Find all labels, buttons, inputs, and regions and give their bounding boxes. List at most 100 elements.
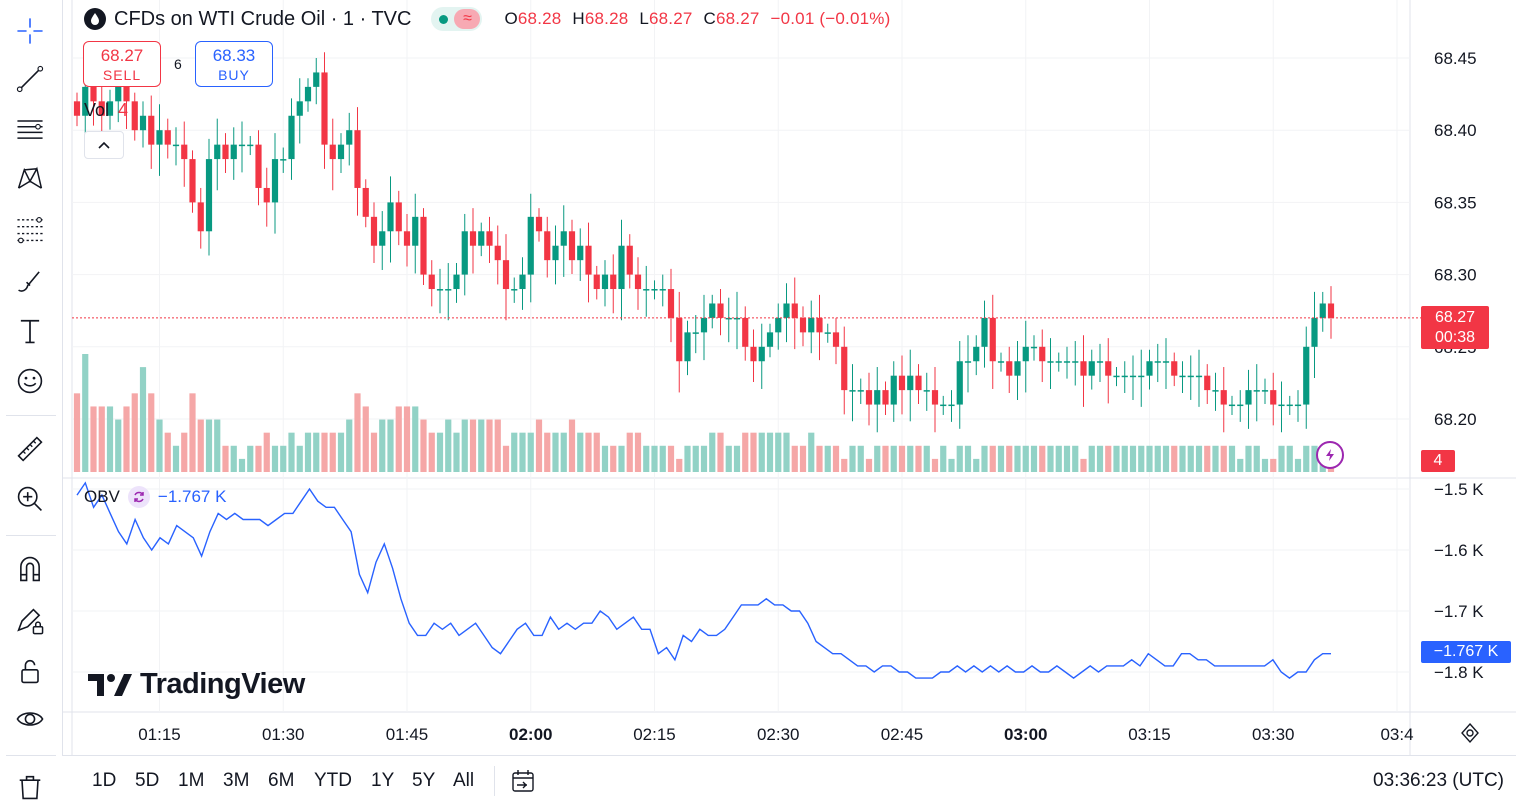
volume-bar: [799, 445, 807, 472]
obv-legend[interactable]: OBV −1.767 K: [84, 486, 226, 508]
candle-body: [964, 361, 972, 363]
price-tick-label: 68.20: [1434, 410, 1477, 429]
zoom-in-icon[interactable]: [11, 480, 49, 518]
emoji-icon[interactable]: [11, 362, 49, 400]
range-5y[interactable]: 5Y: [412, 770, 436, 791]
brush-icon[interactable]: [11, 262, 49, 300]
trash-icon[interactable]: [11, 768, 49, 806]
toolbar-divider: [6, 535, 56, 536]
magnet-icon[interactable]: [11, 550, 49, 588]
volume-legend[interactable]: Vol 4: [84, 100, 128, 121]
utc-clock[interactable]: 03:36:23 (UTC): [1373, 770, 1504, 791]
open-key: O: [504, 9, 518, 28]
candle-body: [304, 86, 312, 102]
volume-bar: [577, 432, 584, 472]
candle-body: [1006, 361, 1013, 376]
range-1d[interactable]: 1D: [92, 770, 117, 791]
candle-body: [1171, 361, 1178, 376]
volume-bar: [610, 445, 617, 472]
date-range-icon[interactable]: [508, 766, 538, 801]
range-1m[interactable]: 1M: [178, 770, 205, 791]
candle-body: [428, 274, 435, 290]
fib-icon[interactable]: [11, 210, 49, 248]
candle-body: [841, 346, 848, 391]
volume-bar: [1261, 458, 1269, 472]
horizontal-lines-icon[interactable]: [11, 110, 49, 148]
market-status[interactable]: ≈: [431, 7, 483, 31]
candle-body: [907, 375, 914, 391]
volume-bar: [527, 432, 534, 472]
candle-body: [1146, 361, 1153, 376]
ruler-icon[interactable]: [11, 430, 49, 468]
range-1y[interactable]: 1Y: [371, 770, 395, 791]
candle-body: [725, 317, 732, 320]
candle-body: [527, 216, 534, 275]
candle-body: [370, 216, 378, 246]
volume-bar: [354, 393, 361, 472]
delayed-data-icon: ≈: [454, 9, 481, 29]
chevron-up-icon: [98, 141, 110, 149]
candle-body: [808, 317, 815, 333]
volume-bar: [469, 419, 477, 472]
candle-body: [1303, 346, 1310, 405]
volume-bar: [634, 432, 642, 472]
volume-bar: [791, 445, 798, 472]
volume-bar: [230, 445, 237, 472]
tradingview-logo-icon: [88, 673, 132, 696]
volume-bar: [1253, 445, 1260, 472]
candle-body: [329, 144, 336, 160]
time-tick-label: 01:45: [386, 725, 429, 744]
candle-body: [197, 202, 204, 232]
candle-body: [676, 317, 683, 362]
settings-icon[interactable]: [1458, 721, 1482, 745]
lightning-icon[interactable]: [1316, 441, 1344, 469]
volume-bar: [692, 445, 699, 472]
trend-line-icon[interactable]: [11, 60, 49, 98]
candle-body: [643, 289, 650, 291]
volume-bar: [643, 445, 650, 472]
lock-drawing-icon[interactable]: [11, 602, 49, 640]
volume-bar: [1096, 445, 1104, 472]
range-5d[interactable]: 5D: [135, 770, 160, 791]
candle-body: [478, 231, 485, 246]
volume-bar: [106, 406, 114, 472]
range-3m[interactable]: 3M: [223, 770, 250, 791]
volume-bar: [1063, 445, 1071, 472]
candle-body: [948, 404, 955, 407]
range-6m[interactable]: 6M: [268, 770, 295, 791]
buy-button[interactable]: 68.33 BUY: [195, 41, 273, 87]
volume-bar: [651, 445, 658, 472]
volume-bar: [1278, 445, 1285, 472]
candle-body: [1187, 375, 1194, 378]
candle-body: [131, 101, 138, 131]
refresh-icon[interactable]: [127, 486, 150, 508]
eye-icon[interactable]: [11, 700, 49, 738]
volume-bar: [1195, 445, 1203, 472]
pattern-icon[interactable]: [11, 160, 49, 198]
symbol-title[interactable]: CFDs on WTI Crude Oil · 1 · TVC: [114, 7, 412, 30]
volume-bar: [321, 432, 328, 472]
range-all[interactable]: All: [453, 770, 475, 791]
candle-body: [742, 317, 749, 347]
lock-icon[interactable]: [11, 652, 49, 690]
change-value: −0.01 (−0.01%): [770, 9, 891, 28]
candle-body: [296, 101, 303, 116]
volume-bar: [948, 458, 955, 472]
candle-body: [758, 346, 765, 362]
chart-header: CFDs on WTI Crude Oil · 1 · TVC ≈ O68.28…: [84, 6, 890, 32]
volume-bar: [1204, 445, 1211, 472]
candle-body: [659, 289, 666, 291]
volume-bar: [1228, 445, 1236, 472]
volume-bar: [123, 406, 130, 472]
collapse-legend-button[interactable]: [84, 131, 124, 159]
candle-body: [1014, 361, 1021, 376]
candle-body: [362, 187, 369, 217]
time-tick-label: 01:30: [262, 725, 305, 744]
crosshair-icon[interactable]: [11, 12, 49, 50]
candle-body: [82, 86, 89, 116]
range-ytd[interactable]: YTD: [314, 770, 352, 791]
sell-button[interactable]: 68.27 SELL: [83, 41, 161, 87]
text-icon[interactable]: [11, 312, 49, 350]
obv-tick-label: −1.6 K: [1434, 541, 1484, 560]
